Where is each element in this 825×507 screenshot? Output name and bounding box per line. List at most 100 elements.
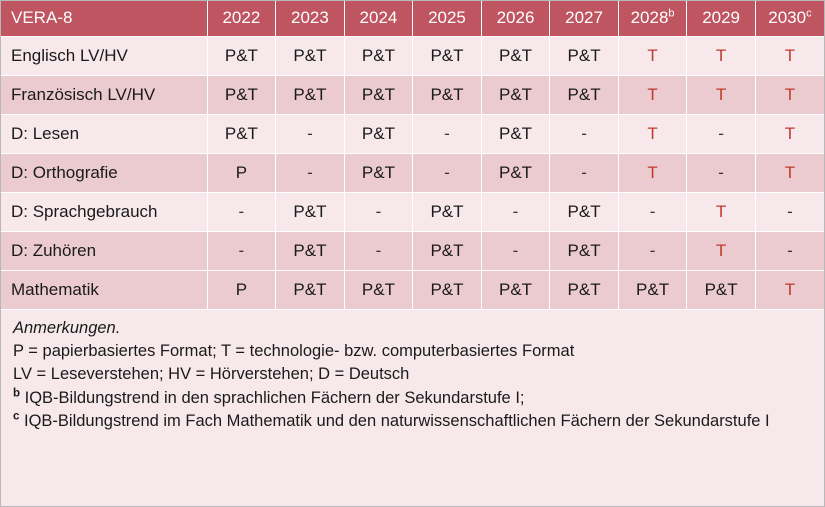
table-row: D: Lesen P&T - P&T - P&T - T - T	[1, 114, 824, 154]
column-header-label: 2025	[428, 8, 466, 28]
footnote-b-marker: b	[13, 387, 21, 400]
row-label: D: Zuhören	[1, 231, 208, 271]
cell-y2030: -	[755, 192, 824, 232]
cell-y2022: P&T	[207, 36, 277, 76]
table-row: Mathematik P P&T P&T P&T P&T P&T P&T P&T T	[1, 270, 824, 310]
cell-y2030: T	[755, 270, 824, 310]
cell-y2026: P&T	[481, 36, 551, 76]
footnote-c-text: IQB-Bildungstrend im Fach Mathematik und…	[19, 412, 770, 431]
vera8-schedule-table: VERA-8 2022 2023 2024 2025 2026 2027 2028b 2029 2…	[1, 1, 824, 310]
row-label: Englisch LV/HV	[1, 36, 208, 76]
notes-line-abbrev: LV = Leseverstehen; HV = Hörverstehen; D…	[13, 365, 410, 384]
column-header-y2027: 2027	[549, 1, 619, 37]
footnote-c-marker: c	[13, 410, 20, 423]
cell-y2024: P&T	[344, 36, 414, 76]
column-header-footnote-marker: b	[668, 7, 675, 20]
cell-y2030: T	[755, 75, 824, 115]
table-row: D: Zuhören - P&T - P&T - P&T - T -	[1, 231, 824, 271]
cell-y2030: -	[755, 231, 824, 271]
cell-y2029: T	[686, 36, 756, 76]
cell-y2029: T	[686, 192, 756, 232]
cell-y2024: -	[344, 231, 414, 271]
cell-y2026: P&T	[481, 153, 551, 193]
cell-y2023: -	[275, 153, 345, 193]
cell-y2023: P&T	[275, 75, 345, 115]
cell-y2027: -	[549, 114, 619, 154]
cell-y2024: -	[344, 192, 414, 232]
cell-y2028: -	[618, 192, 688, 232]
cell-y2028: T	[618, 153, 688, 193]
column-header-label: 2027	[565, 8, 603, 28]
table-row: D: Sprachgebrauch - P&T - P&T - P&T - T -	[1, 192, 824, 232]
cell-y2030: T	[755, 153, 824, 193]
column-header-y2024: 2024	[344, 1, 414, 37]
column-header-y2029: 2029	[686, 1, 756, 37]
column-header-label: 2030	[768, 8, 807, 28]
cell-y2026: -	[481, 231, 551, 271]
column-header-y2022: 2022	[207, 1, 277, 37]
cell-y2028: T	[618, 75, 688, 115]
table-header: VERA-8 2022 2023 2024 2025 2026 2027 2028b 2029 2…	[1, 1, 824, 37]
cell-y2025: P&T	[412, 75, 482, 115]
cell-y2023: P&T	[275, 36, 345, 76]
cell-y2030: T	[755, 114, 824, 154]
cell-y2024: P&T	[344, 270, 414, 310]
cell-y2025: P&T	[412, 231, 482, 271]
cell-y2025: P&T	[412, 192, 482, 232]
column-header-label: VERA-8	[1, 1, 208, 37]
column-header-y2025: 2025	[412, 1, 482, 37]
row-label: D: Orthografie	[1, 153, 208, 193]
table-row: D: Orthografie P - P&T - P&T - T - T	[1, 153, 824, 193]
table-row: Französisch LV/HV P&T P&T P&T P&T P&T P&T T T T	[1, 75, 824, 115]
header-row: VERA-8 2022 2023 2024 2025 2026 2027 2028b 2029 2…	[1, 1, 824, 37]
cell-y2026: -	[481, 192, 551, 232]
column-header-y2028: 2028b	[618, 1, 688, 37]
cell-y2027: P&T	[549, 75, 619, 115]
column-header-y2026: 2026	[481, 1, 551, 37]
cell-y2030: T	[755, 36, 824, 76]
cell-y2026: P&T	[481, 75, 551, 115]
cell-y2027: P&T	[549, 192, 619, 232]
cell-y2022: P	[207, 153, 277, 193]
column-header-label: 2029	[702, 8, 741, 28]
column-header-footnote-marker: c	[806, 7, 812, 20]
cell-y2027: -	[549, 153, 619, 193]
notes-heading: Anmerkungen.	[13, 318, 121, 337]
column-header-label: 2026	[496, 8, 535, 28]
column-header-label: VERA-8	[11, 8, 73, 28]
cell-y2022: P&T	[207, 75, 277, 115]
table-row: Englisch LV/HV P&T P&T P&T P&T P&T P&T T T T	[1, 36, 824, 76]
cell-y2023: P&T	[275, 192, 345, 232]
table-body: Englisch LV/HV P&T P&T P&T P&T P&T P&T T T T Franz…	[1, 36, 824, 310]
column-header-label: 2024	[359, 8, 398, 28]
notes-line-format: P = papierbasiertes Format; T = technolo…	[13, 341, 575, 360]
column-header-label: 2023	[291, 8, 329, 28]
cell-y2028: -	[618, 231, 688, 271]
row-label: Französisch LV/HV	[1, 75, 208, 115]
column-header-label: 2022	[222, 8, 261, 28]
row-label: Mathematik	[1, 270, 208, 310]
cell-y2023: P&T	[275, 270, 345, 310]
cell-y2024: P&T	[344, 114, 414, 154]
cell-y2029: -	[686, 114, 756, 154]
column-header-y2023: 2023	[275, 1, 345, 37]
table-notes: Anmerkungen. P = papierbasiertes Format;…	[1, 309, 824, 444]
cell-y2025: P&T	[412, 270, 482, 310]
cell-y2022: P	[207, 270, 277, 310]
cell-y2029: P&T	[686, 270, 756, 310]
cell-y2027: P&T	[549, 270, 619, 310]
cell-y2028: T	[618, 36, 688, 76]
cell-y2022: -	[207, 231, 277, 271]
column-header-y2030: 2030c	[755, 1, 824, 37]
cell-y2025: -	[412, 114, 482, 154]
cell-y2029: T	[686, 75, 756, 115]
cell-y2025: -	[412, 153, 482, 193]
cell-y2029: -	[686, 153, 756, 193]
cell-y2023: P&T	[275, 231, 345, 271]
notes-line-footnote-b: b IQB-Bildungstrend in den sprachlichen …	[13, 387, 812, 410]
cell-y2022: P&T	[207, 114, 277, 154]
cell-y2027: P&T	[549, 231, 619, 271]
cell-y2029: T	[686, 231, 756, 271]
cell-y2023: -	[275, 114, 345, 154]
